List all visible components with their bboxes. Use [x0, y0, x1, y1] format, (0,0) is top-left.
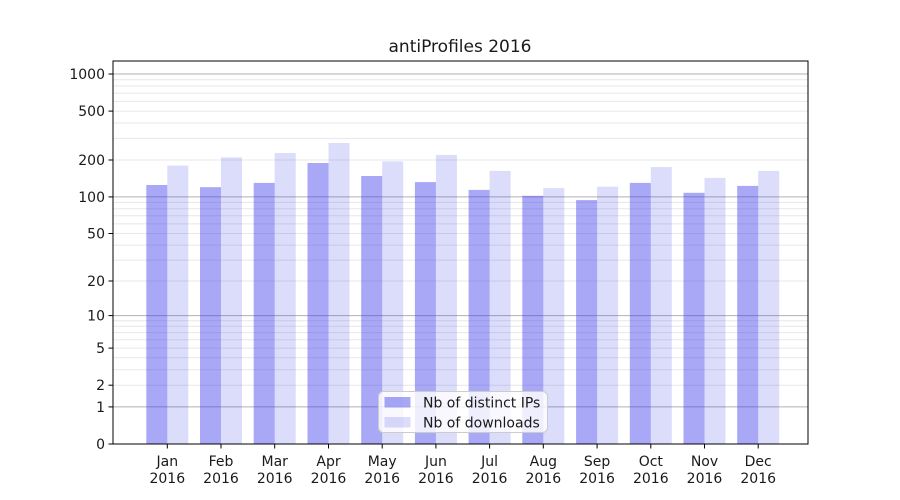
bar-distinct-ips-oct	[629, 182, 651, 444]
y-tick-label-100: 100	[78, 190, 105, 206]
x-tick-year-jul: 2016	[472, 471, 508, 487]
bar-groups	[146, 143, 780, 444]
y-tick-label-500: 500	[78, 104, 105, 120]
gridlines	[113, 73, 808, 408]
y-tick-label-1: 1	[96, 400, 105, 416]
y-tick-label-2: 2	[96, 378, 105, 394]
bar-distinct-ips-jul	[468, 189, 490, 444]
bar-downloads-nov	[704, 177, 726, 444]
x-tick-label-nov: Nov	[691, 454, 718, 470]
x-tick-label-jun: Jun	[424, 454, 447, 470]
bar-distinct-ips-apr	[307, 163, 329, 444]
y-tick-label-200: 200	[78, 153, 105, 169]
x-tick-year-nov: 2016	[687, 471, 723, 487]
x-tick-label-feb: Feb	[209, 454, 234, 470]
x-tick-label-mar: Mar	[261, 454, 288, 470]
legend-box	[378, 391, 548, 433]
x-tick-label-jan: Jan	[156, 454, 179, 470]
bar-downloads-aug	[543, 188, 565, 444]
bar-distinct-ips-aug	[522, 195, 544, 444]
x-tick-label-oct: Oct	[639, 454, 664, 470]
legend-swatch-downloads	[384, 417, 411, 428]
x-tick-label-jul: Jul	[480, 454, 498, 470]
legend-label-downloads: Nb of downloads	[423, 416, 540, 432]
bar-distinct-ips-dec	[737, 185, 759, 444]
x-tick-label-dec: Dec	[745, 454, 772, 470]
plot-border	[112, 60, 809, 445]
chart-title: antiProfiles 2016	[389, 37, 532, 57]
y-tick-label-5: 5	[96, 341, 105, 357]
bar-distinct-ips-sep	[576, 200, 598, 444]
bar-downloads-feb	[221, 157, 242, 444]
bar-distinct-ips-jan	[146, 185, 168, 444]
x-tick-label-apr: Apr	[316, 454, 340, 470]
legend: Nb of distinct IPs Nb of downloads	[378, 391, 548, 433]
bar-downloads-mar	[274, 153, 296, 444]
x-tick-year-jan: 2016	[149, 471, 185, 487]
bar-distinct-ips-nov	[683, 192, 705, 444]
x-tick-year-sep: 2016	[579, 471, 615, 487]
bar-distinct-ips-jun	[414, 182, 436, 444]
x-tick-label-sep: Sep	[584, 454, 611, 470]
x-tick-year-apr: 2016	[311, 471, 347, 487]
x-tick-year-jun: 2016	[418, 471, 454, 487]
bar-downloads-jun	[435, 154, 457, 444]
bar-downloads-apr	[328, 143, 350, 444]
bar-downloads-may	[382, 161, 404, 444]
x-tick-year-oct: 2016	[633, 471, 669, 487]
bar-distinct-ips-may	[361, 176, 383, 444]
y-tick-label-0: 0	[96, 437, 105, 453]
bar-distinct-ips-feb	[200, 187, 221, 444]
bar-downloads-jan	[167, 165, 189, 444]
bar-downloads-jul	[489, 170, 511, 444]
y-tick-label-20: 20	[87, 274, 105, 290]
x-tick-year-mar: 2016	[257, 471, 293, 487]
x-tick-year-aug: 2016	[525, 471, 561, 487]
legend-label-distinct-ips: Nb of distinct IPs	[423, 396, 540, 412]
legend-swatch-distinct-ips	[384, 397, 411, 408]
bar-downloads-oct	[650, 167, 672, 444]
y-tick-label-1000: 1000	[69, 67, 105, 83]
bar-distinct-ips-mar	[253, 182, 275, 444]
x-tick-year-feb: 2016	[203, 471, 239, 487]
x-tick-year-dec: 2016	[740, 471, 776, 487]
bar-downloads-sep	[597, 186, 619, 444]
y-tick-label-10: 10	[87, 309, 105, 325]
tick-labels: 01251020501002005001000Jan2016Feb2016Mar…	[69, 67, 776, 487]
x-tick-label-aug: Aug	[530, 454, 557, 470]
x-tick-year-may: 2016	[364, 471, 400, 487]
y-tick-label-50: 50	[87, 227, 105, 243]
x-tick-label-may: May	[368, 454, 397, 470]
bar-downloads-dec	[758, 170, 780, 444]
axes	[112, 60, 809, 445]
